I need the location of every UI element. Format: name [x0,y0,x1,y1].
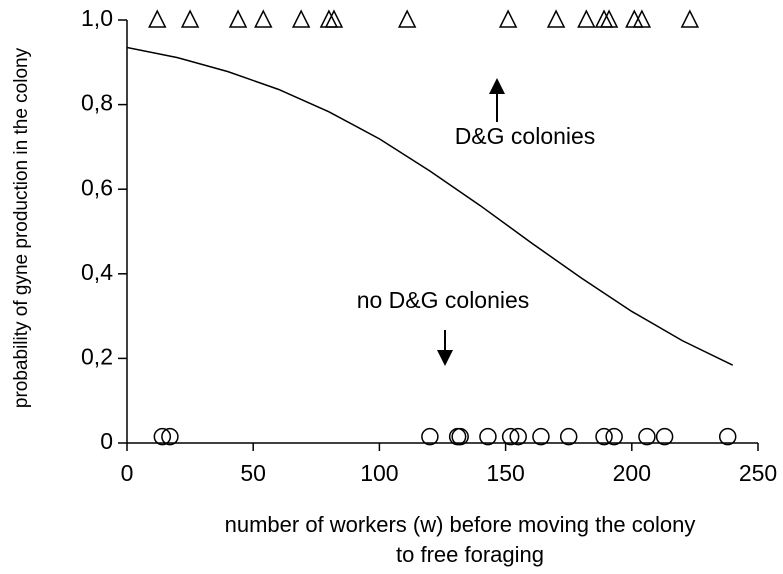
x-axis-label: number of workers (w) before moving the … [225,512,696,537]
triangle-point [397,9,417,28]
arrow-head [489,78,505,94]
x-tick-label: 250 [739,460,777,486]
circle-point [655,427,674,446]
arrow-head [437,350,453,366]
x-tick-label: 100 [360,460,398,486]
y-tick-label: 0,4 [81,259,113,285]
y-tick-label: 0 [100,428,113,454]
fit-curve [126,46,734,366]
triangle-point [180,9,200,28]
circle-point [451,427,469,446]
circle-point [718,427,737,446]
triangle-point [148,9,167,28]
circle-point [421,427,439,446]
y-tick-label: 0,2 [81,343,113,369]
x-axis-label: to free foraging [396,542,544,567]
triangle-point [324,9,344,28]
triangle-point [680,9,700,28]
circle-point [595,427,613,446]
triangle-point [599,9,619,28]
circle-point [509,427,527,446]
annotation: D&G colonies [455,123,596,149]
circle-point [479,427,497,446]
triangle-point [546,9,566,28]
x-tick-label: 0 [121,460,134,486]
triangle-point [254,9,273,28]
x-tick-label: 50 [240,460,266,486]
triangle-point [632,9,652,28]
circle-point [532,427,550,446]
y-tick-label: 0,6 [81,174,113,200]
circle-point [153,427,172,446]
triangle-point [228,9,248,28]
triangle-point [498,9,518,28]
y-tick-label: 0,8 [81,90,113,116]
annotation-arrows [437,78,505,366]
circle-point [161,427,179,446]
triangle-point [577,9,596,28]
x-tick-label: 200 [613,460,651,486]
x-tick-label: 150 [486,460,524,486]
y-axis-label: probability of gyne production in the co… [11,47,32,408]
circle-point [559,427,578,446]
y-tick-label: 1,0 [81,5,113,31]
circle-point [638,427,656,446]
circle-point [605,427,623,446]
annotation: no D&G colonies [357,287,530,313]
triangle-point [291,9,311,28]
circle-point [501,427,520,446]
